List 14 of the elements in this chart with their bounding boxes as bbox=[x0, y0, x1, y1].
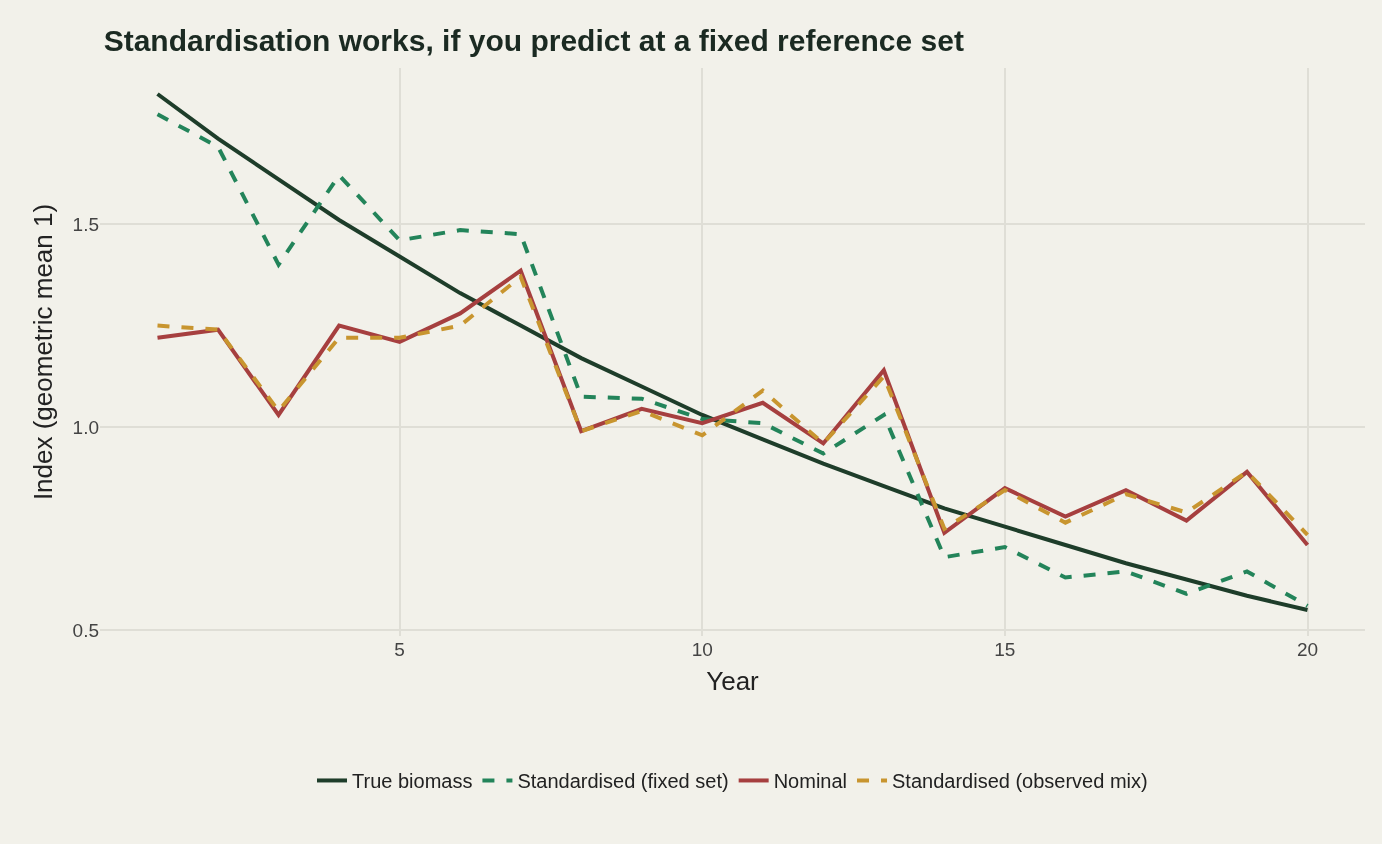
y-tick-label: 1.0 bbox=[72, 416, 99, 438]
x-tick-label: 15 bbox=[994, 639, 1016, 660]
x-axis-title: Year bbox=[706, 665, 760, 696]
y-axis-title: Index (geometric mean 1) bbox=[27, 203, 58, 501]
y-tick-label: 1.5 bbox=[72, 213, 99, 235]
legend-label: True biomass bbox=[352, 770, 473, 793]
legend-label: Nominal bbox=[773, 770, 848, 793]
legend-label: Standardised (fixed set) bbox=[517, 770, 729, 793]
x-tick-label: 5 bbox=[394, 639, 405, 660]
x-tick-label: 10 bbox=[691, 639, 713, 660]
chart-title: Standardisation works, if you predict at a fixed reference set bbox=[103, 23, 964, 57]
legend-label: Standardised (observed mix) bbox=[892, 770, 1148, 793]
y-tick-label: 0.5 bbox=[72, 619, 99, 641]
x-tick-label: 20 bbox=[1296, 639, 1319, 660]
